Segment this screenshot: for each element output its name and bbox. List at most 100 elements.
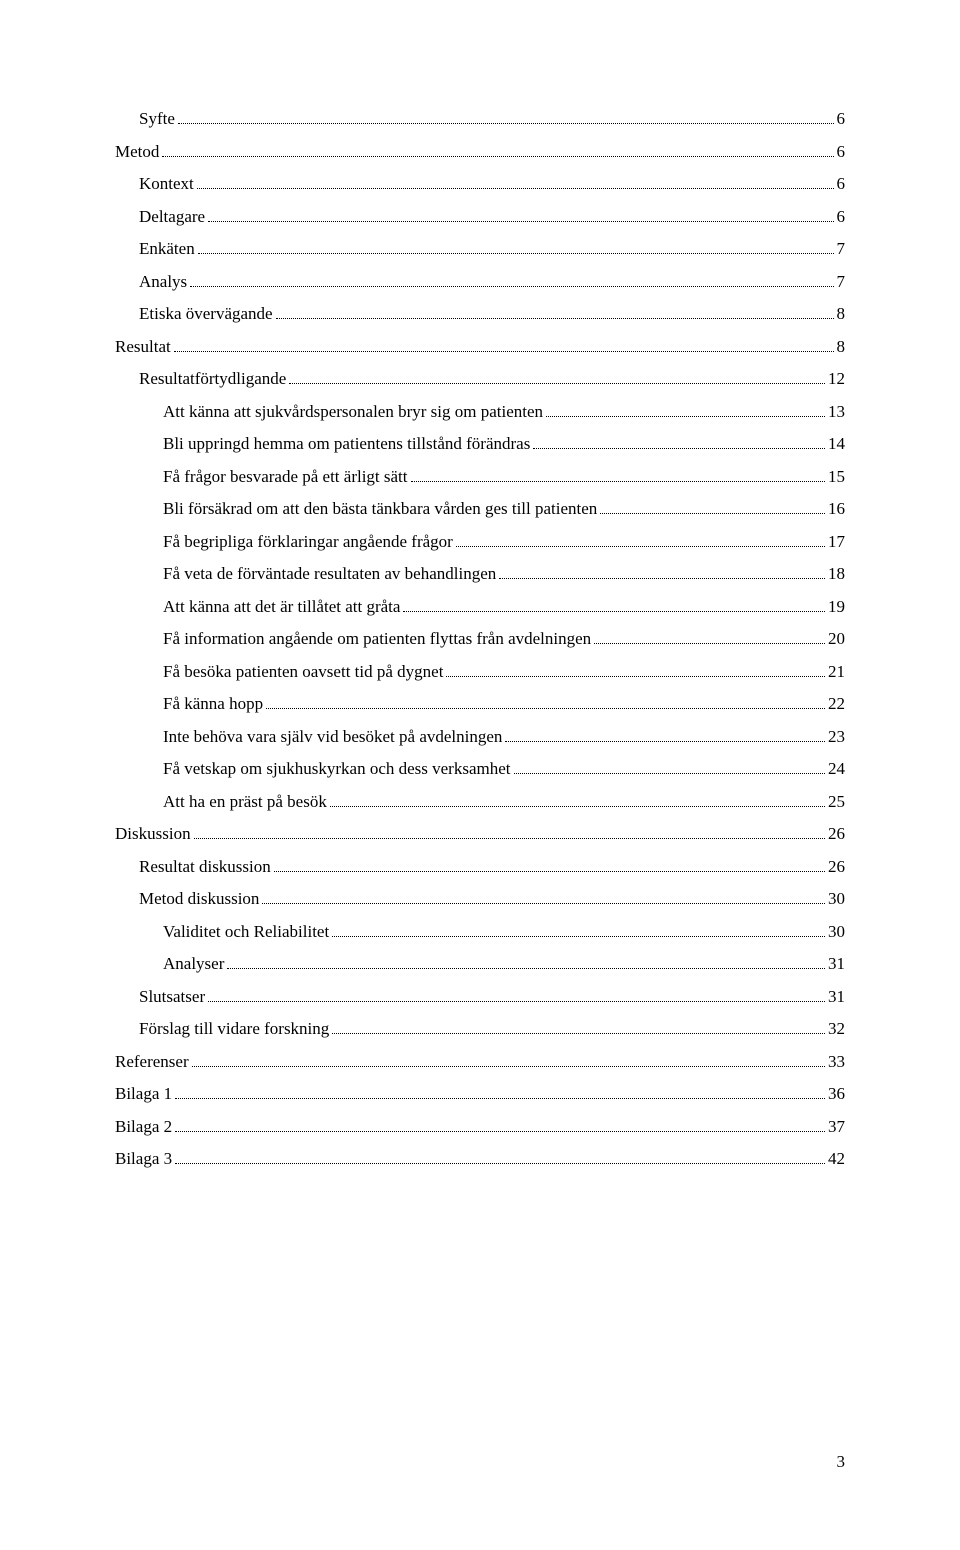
toc-entry-page: 19 [828,598,845,615]
toc-leader-dots [505,741,825,742]
toc-entry-title: Få känna hopp [163,695,263,712]
toc-leader-dots [208,1001,825,1002]
toc-leader-dots [227,968,825,969]
toc-leader-dots [194,838,825,839]
toc-entry-title: Bilaga 1 [115,1085,172,1102]
toc-entry-page: 37 [828,1118,845,1135]
toc-entry-page: 25 [828,793,845,810]
toc-entry: Analyser 31 [115,955,845,972]
toc-entry-page: 42 [828,1150,845,1167]
toc-entry: Bilaga 2 37 [115,1118,845,1135]
toc-entry: Få känna hopp22 [115,695,845,712]
page-number: 3 [837,1452,846,1472]
toc-entry: Diskussion 26 [115,825,845,842]
toc-leader-dots [262,903,825,904]
toc-entry-title: Analyser [163,955,224,972]
toc-entry-title: Kontext [139,175,194,192]
toc-entry-title: Att känna att sjukvårdspersonalen bryr s… [163,403,543,420]
toc-leader-dots [594,643,825,644]
toc-leader-dots [411,481,825,482]
toc-entry: Få veta de förväntade resultaten av beha… [115,565,845,582]
toc-leader-dots [403,611,825,612]
toc-entry-page: 6 [837,175,846,192]
toc-entry: Resultat diskussion26 [115,858,845,875]
toc-leader-dots [175,1131,825,1132]
toc-leader-dots [266,708,825,709]
toc-entry-title: Metod [115,143,159,160]
toc-entry-page: 33 [828,1053,845,1070]
toc-entry-title: Att ha en präst på besök [163,793,327,810]
toc-entry: Syfte 6 [115,110,845,127]
toc-entry-title: Resultatförtydligande [139,370,286,387]
toc-entry-page: 7 [837,240,846,257]
toc-entry: Metod6 [115,143,845,160]
toc-leader-dots [190,286,833,287]
toc-entry-title: Bilaga 2 [115,1118,172,1135]
toc-entry-title: Få information angående om patienten fly… [163,630,591,647]
toc-entry-title: Förslag till vidare forskning [139,1020,329,1037]
toc-entry-page: 26 [828,858,845,875]
toc-entry: Deltagare6 [115,208,845,225]
toc-entry-title: Resultat [115,338,171,355]
toc-leader-dots [289,383,825,384]
toc-leader-dots [330,806,825,807]
toc-entry-page: 16 [828,500,845,517]
toc-entry-title: Bilaga 3 [115,1150,172,1167]
toc-leader-dots [162,156,833,157]
toc-entry-page: 8 [837,305,846,322]
toc-entry: Få information angående om patienten fly… [115,630,845,647]
toc-entry-page: 6 [837,110,846,127]
toc-entry-title: Diskussion [115,825,191,842]
toc-leader-dots [178,123,834,124]
document-page: Syfte 6 Metod6 Kontext 6 Deltagare6 Enkäten 7 An… [0,0,960,1550]
toc-entry: Validitet och Reliabilitet30 [115,923,845,940]
toc-leader-dots [456,546,825,547]
toc-entry-title: Att känna att det är tillåtet att gråta [163,598,400,615]
table-of-contents: Syfte 6 Metod6 Kontext 6 Deltagare6 Enkäten 7 An… [115,110,845,1167]
toc-leader-dots [446,676,825,677]
toc-entry-title: Slutsatser [139,988,205,1005]
toc-entry-page: 14 [828,435,845,452]
toc-entry-page: 8 [837,338,846,355]
toc-leader-dots [175,1163,825,1164]
toc-entry-title: Enkäten [139,240,195,257]
toc-leader-dots [499,578,825,579]
toc-entry-title: Få vetskap om sjukhuskyrkan och dess ver… [163,760,511,777]
toc-entry-title: Syfte [139,110,175,127]
toc-entry-page: 26 [828,825,845,842]
toc-leader-dots [514,773,826,774]
toc-leader-dots [332,1033,825,1034]
toc-entry-page: 20 [828,630,845,647]
toc-leader-dots [174,351,834,352]
toc-leader-dots [332,936,825,937]
toc-entry-title: Få besöka patienten oavsett tid på dygne… [163,663,443,680]
toc-entry-page: 17 [828,533,845,550]
toc-entry-page: 24 [828,760,845,777]
toc-entry: Få vetskap om sjukhuskyrkan och dess ver… [115,760,845,777]
toc-leader-dots [274,871,825,872]
toc-entry-page: 15 [828,468,845,485]
toc-entry: Analys7 [115,273,845,290]
toc-entry-title: Analys [139,273,187,290]
toc-entry: Inte behöva vara själv vid besöket på av… [115,728,845,745]
toc-entry: Bilaga 3 42 [115,1150,845,1167]
toc-entry-page: 30 [828,890,845,907]
toc-leader-dots [198,253,834,254]
toc-entry-page: 30 [828,923,845,940]
toc-leader-dots [208,221,833,222]
toc-entry-title: Metod diskussion [139,890,259,907]
toc-entry-title: Inte behöva vara själv vid besöket på av… [163,728,502,745]
toc-leader-dots [175,1098,825,1099]
toc-leader-dots [192,1066,825,1067]
toc-entry: Enkäten 7 [115,240,845,257]
toc-entry-page: 31 [828,955,845,972]
toc-entry-title: Etiska övervägande [139,305,273,322]
toc-entry: Att känna att det är tillåtet att gråta 1… [115,598,845,615]
toc-entry-title: Deltagare [139,208,205,225]
toc-entry: Kontext 6 [115,175,845,192]
toc-entry-title: Bli försäkrad om att den bästa tänkbara … [163,500,597,517]
toc-entry-title: Få frågor besvarade på ett ärligt sätt [163,468,408,485]
toc-entry: Förslag till vidare forskning32 [115,1020,845,1037]
toc-entry-page: 23 [828,728,845,745]
toc-entry-title: Få veta de förväntade resultaten av beha… [163,565,496,582]
